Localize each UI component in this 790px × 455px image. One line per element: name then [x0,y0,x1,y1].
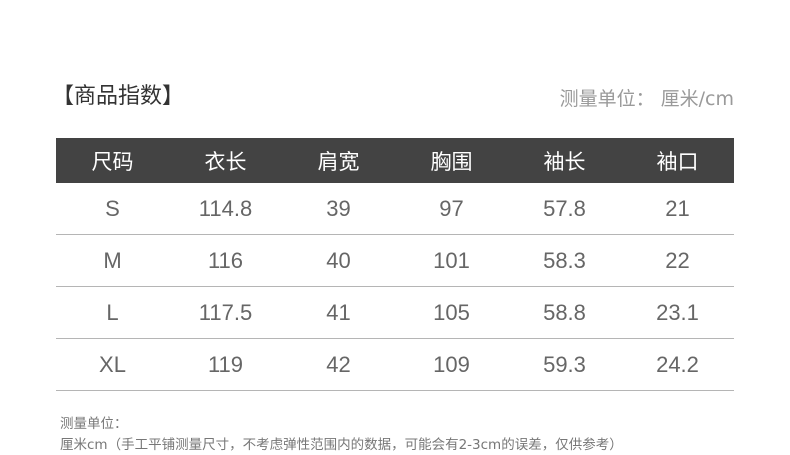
unit-label: 测量单位： 厘米/cm [559,88,734,110]
table-cell: 97 [395,183,508,235]
table-cell: XL [56,338,169,391]
table-header-row: 尺码 衣长 肩宽 胸围 袖长 袖口 [56,138,734,183]
header-sleeve: 袖长 [508,138,621,183]
note-label: 测量单位： [60,416,128,432]
table-cell: 58.8 [508,286,621,339]
table-cell: 39 [282,183,395,235]
table-cell: 59.3 [508,338,621,391]
table-cell: 21 [621,183,734,235]
table-cell: 40 [282,234,395,287]
header-chest: 胸围 [395,138,508,183]
header-cuff: 袖口 [621,138,734,183]
table-cell: 109 [395,338,508,391]
table-cell: 58.3 [508,234,621,287]
table-cell: 24.2 [621,338,734,391]
header-shoulder: 肩宽 [282,138,395,183]
table-row: S 114.8 39 97 57.8 21 [56,183,734,235]
header-length: 衣长 [169,138,282,183]
table-cell: 41 [282,286,395,339]
table-cell: 57.8 [508,183,621,235]
table-cell: L [56,286,169,339]
page-title: 【商品指数】 [52,84,185,109]
table-row: L 117.5 41 105 58.8 23.1 [56,286,734,339]
table-cell: 119 [169,338,282,391]
table-cell: 22 [621,234,734,287]
table-cell: 42 [282,338,395,391]
table-row: XL 119 42 109 59.3 24.2 [56,338,734,391]
table-cell: 105 [395,286,508,339]
table-cell: 116 [169,234,282,287]
table-cell: S [56,183,169,235]
header-size: 尺码 [56,138,169,183]
size-table: 尺码 衣长 肩宽 胸围 袖长 袖口 S 114.8 39 97 57.8 21 M 116 40… [56,138,734,391]
table-cell: 117.5 [169,286,282,339]
table-cell: 114.8 [169,183,282,235]
note-text: 厘米cm（手工平铺测量尺寸，不考虑弹性范围内的数据，可能会有2-3cm的误差，仅… [60,437,623,453]
table-cell: 101 [395,234,508,287]
table-cell: 23.1 [621,286,734,339]
table-row: M 116 40 101 58.3 22 [56,234,734,287]
table-cell: M [56,234,169,287]
